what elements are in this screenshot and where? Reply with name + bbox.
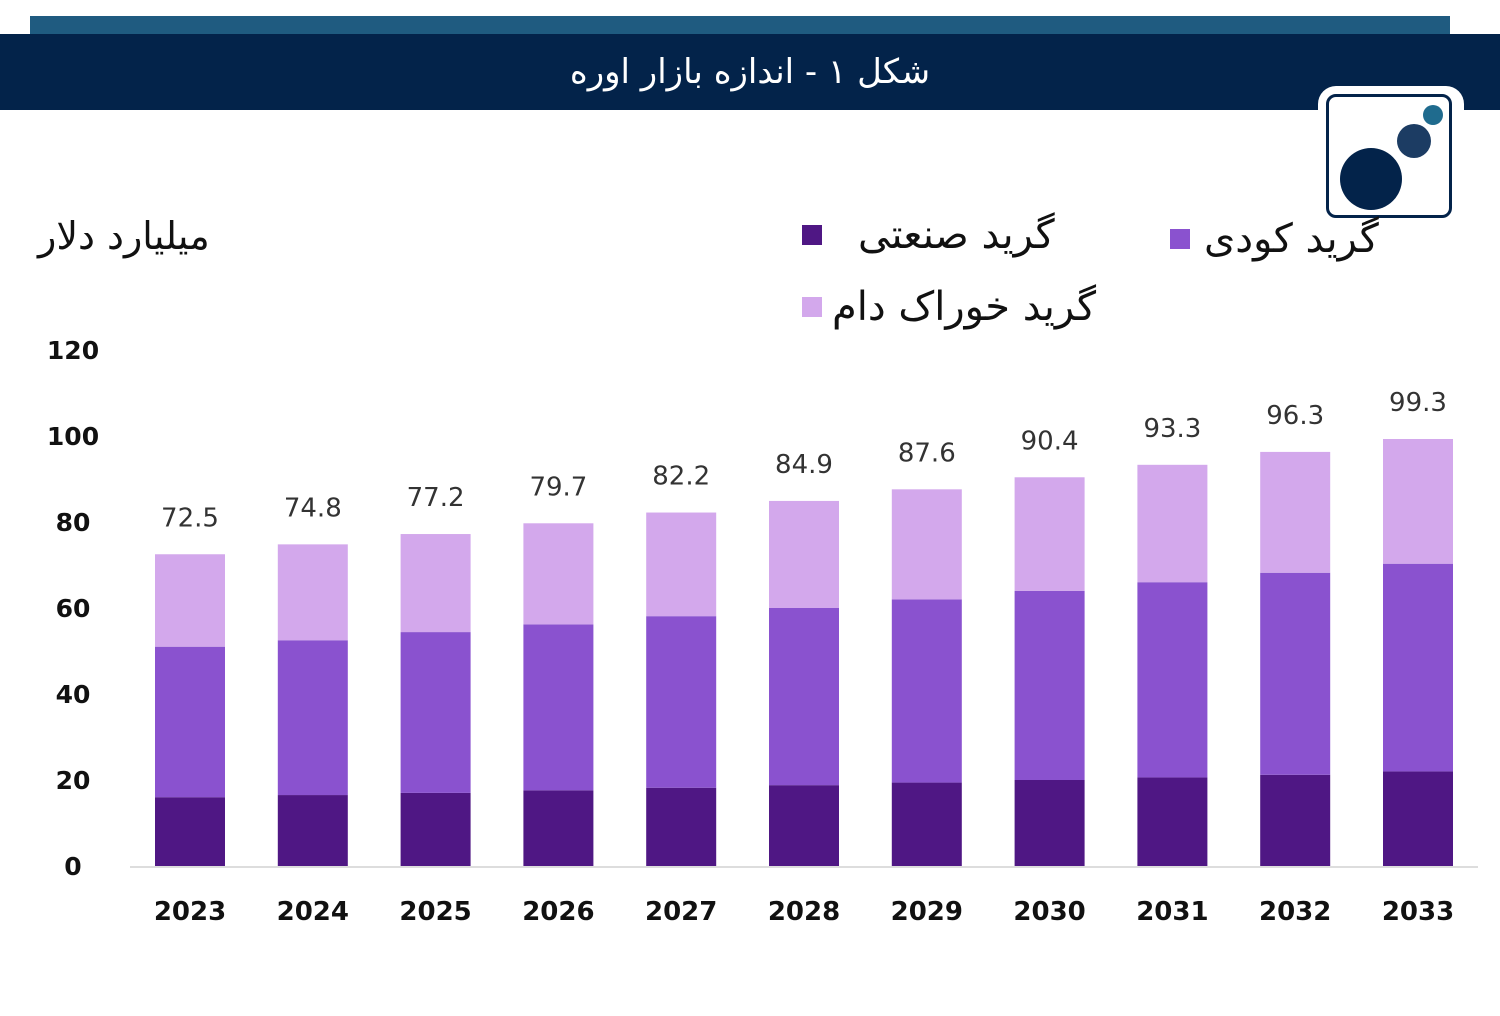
bar-segment-feed: [277, 544, 348, 641]
bar-segment-fertilizer: [1137, 582, 1208, 778]
bar-segment-industrial: [1260, 774, 1331, 866]
legend-swatch-fertilizer: [1170, 229, 1190, 249]
bar-total-label: 79.7: [529, 472, 587, 502]
bar-segment-fertilizer: [523, 624, 594, 791]
bar-segment-industrial: [155, 797, 225, 866]
bar-total-label: 82.2: [652, 462, 710, 492]
bar-segment-feed: [1014, 477, 1085, 591]
x-category-label: 2031: [1136, 897, 1208, 927]
y-tick-label: 80: [56, 508, 91, 537]
x-category-label: 2026: [522, 897, 594, 927]
bar-total-label: 96.3: [1266, 401, 1324, 431]
bar-segment-industrial: [523, 790, 594, 866]
x-category-label: 2028: [768, 897, 840, 927]
header-bar: [0, 34, 1500, 110]
bar-segment-fertilizer: [400, 632, 471, 793]
y-tick-label: 60: [56, 594, 91, 623]
top-accent-strip: [30, 16, 1450, 34]
bar-segment-industrial: [400, 792, 471, 866]
x-category-label: 2029: [891, 897, 963, 927]
figure-title: شکل ۱ - اندازه بازار اوره: [569, 52, 931, 92]
bar-segment-industrial: [769, 785, 839, 866]
bar-segment-industrial: [277, 795, 348, 866]
y-tick-label: 120: [47, 336, 99, 365]
bar-segment-fertilizer: [1260, 572, 1331, 775]
bar-segment-industrial: [1137, 777, 1208, 866]
bar-segment-feed: [769, 500, 839, 608]
bar-segment-industrial: [646, 787, 717, 866]
bar-segment-feed: [1383, 439, 1453, 564]
bar-segment-industrial: [891, 782, 962, 866]
legend-item-industrial: گرید صنعتی: [802, 212, 1055, 258]
bar-segment-feed: [523, 523, 594, 625]
y-tick-label: 20: [56, 766, 91, 795]
bar-segment-feed: [400, 534, 471, 633]
bar-segment-industrial: [1383, 771, 1453, 866]
bar-segment-fertilizer: [646, 616, 717, 788]
bar-total-label: 74.8: [284, 493, 342, 523]
bar-segment-industrial: [1014, 780, 1085, 866]
legend-swatch-industrial: [802, 225, 822, 245]
bar-segment-fertilizer: [1014, 590, 1085, 780]
bar-segment-fertilizer: [155, 646, 225, 798]
x-category-label: 2023: [154, 897, 226, 927]
x-category-label: 2024: [277, 897, 349, 927]
x-category-label: 2032: [1259, 897, 1331, 927]
y-axis-unit-label: میلیارد دلار: [38, 214, 210, 258]
y-tick-label: 40: [56, 680, 91, 709]
logo: [1318, 86, 1464, 226]
bar-segment-feed: [891, 489, 962, 600]
bar-total-label: 87.6: [898, 438, 956, 468]
bar-total-label: 72.5: [161, 503, 219, 533]
bar-total-label: 84.9: [775, 450, 833, 480]
bar-total-label: 99.3: [1389, 388, 1447, 418]
bar-segment-fertilizer: [891, 599, 962, 783]
y-tick-label: 0: [64, 852, 81, 881]
x-category-label: 2030: [1013, 897, 1085, 927]
bar-segment-feed: [1137, 464, 1208, 583]
legend-label-feed: گرید خوراک دام: [832, 284, 1096, 330]
x-category-label: 2027: [645, 897, 717, 927]
legend-swatch-feed: [802, 297, 822, 317]
bar-segment-feed: [155, 554, 225, 647]
bar-segment-fertilizer: [277, 640, 348, 796]
legend-label-industrial: گرید صنعتی: [858, 212, 1055, 258]
bar-segment-feed: [646, 512, 717, 617]
logo-dots-icon: [1340, 105, 1443, 210]
bar-segment-fertilizer: [769, 608, 839, 786]
legend-label-fertilizer: گرید کودی: [1204, 216, 1379, 262]
bar-total-label: 93.3: [1143, 414, 1201, 444]
legend-item-fertilizer: گرید کودی: [1170, 216, 1379, 262]
x-category-label: 2033: [1382, 897, 1454, 927]
bar-segment-feed: [1260, 451, 1331, 573]
bar-total-label: 90.4: [1021, 426, 1079, 456]
x-category-label: 2025: [399, 897, 471, 927]
bar-total-label: 77.2: [407, 483, 465, 513]
bar-segment-fertilizer: [1383, 563, 1453, 772]
legend-item-feed: گرید خوراک دام: [802, 284, 1096, 330]
y-tick-label: 100: [47, 422, 99, 451]
logo-frame: [1326, 94, 1452, 218]
